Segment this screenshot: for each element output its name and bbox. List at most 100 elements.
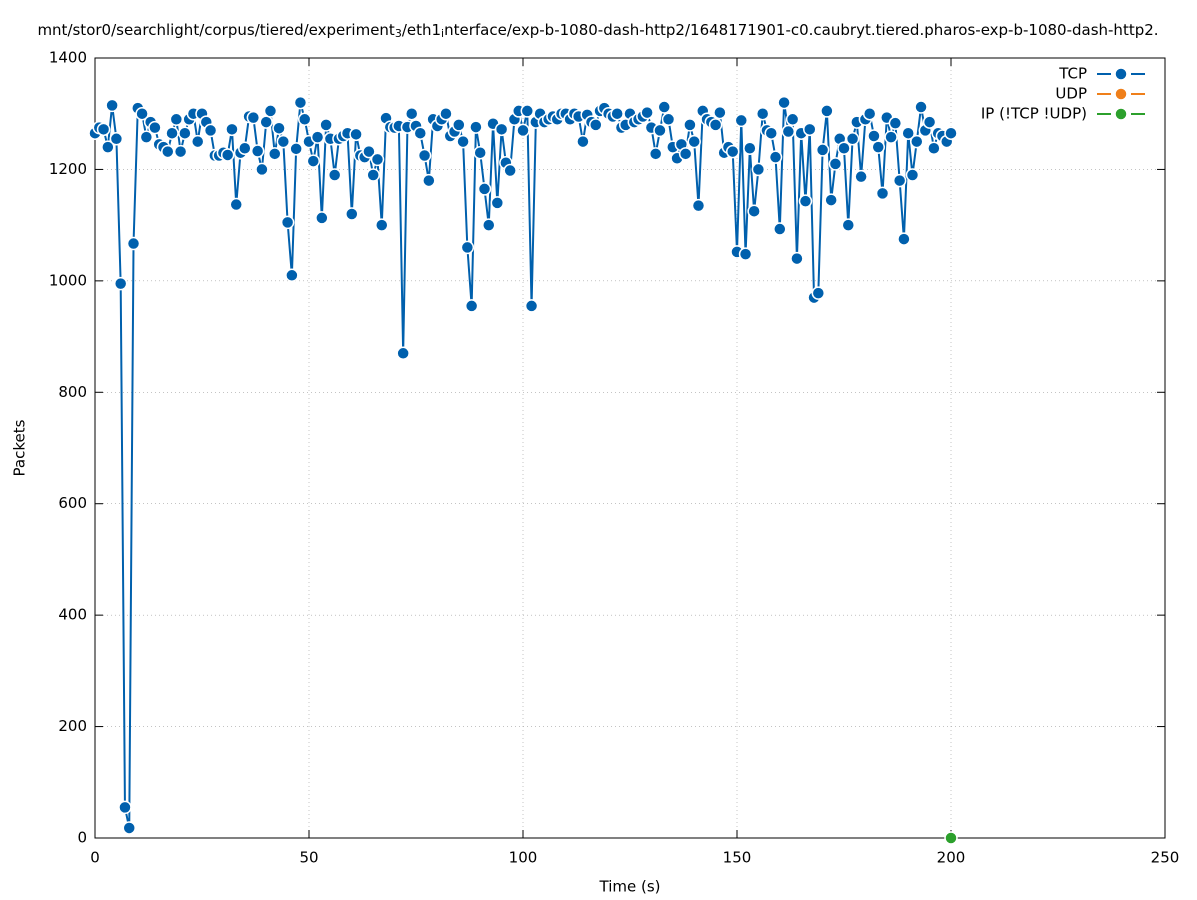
data-point: [165, 126, 179, 140]
data-point: [944, 831, 958, 845]
data-point: [289, 142, 303, 156]
data-point: [738, 247, 753, 261]
data-point: [439, 106, 453, 121]
data-point: [576, 134, 590, 149]
data-point: [837, 141, 851, 156]
data-point: [871, 140, 885, 154]
data-point: [815, 143, 830, 157]
data-point: [764, 126, 778, 140]
y-tick-label: 200: [58, 717, 87, 735]
data-point: [892, 173, 907, 188]
data-point: [109, 132, 124, 146]
data-point: [944, 126, 958, 140]
data-point: [824, 193, 838, 207]
data-point: [255, 162, 269, 177]
data-point: [272, 121, 286, 135]
data-point: [785, 112, 800, 127]
data-point: [610, 106, 624, 121]
data-point: [747, 204, 761, 218]
data-point: [648, 147, 663, 161]
legend-marker: [1114, 67, 1128, 81]
data-point: [820, 104, 834, 118]
data-point: [370, 152, 385, 167]
x-tick-label: 0: [90, 849, 100, 867]
data-point: [854, 169, 868, 184]
data-point: [927, 141, 941, 156]
data-point: [190, 134, 205, 149]
data-point: [101, 140, 115, 154]
data-point: [366, 168, 380, 182]
data-point: [490, 196, 505, 210]
data-point: [126, 236, 141, 251]
data-point: [327, 168, 342, 182]
data-point: [349, 127, 363, 142]
data-point: [293, 95, 308, 110]
data-point: [297, 112, 312, 127]
data-point: [683, 118, 697, 132]
y-tick-label: 1400: [49, 49, 87, 67]
data-point: [220, 148, 235, 162]
data-point: [161, 144, 175, 159]
data-point: [263, 104, 278, 118]
title-part: i: [441, 27, 444, 40]
data-point: [477, 182, 492, 196]
data-point: [276, 134, 291, 149]
data-point: [773, 222, 787, 236]
title-part: mnt/stor0/searchlight/corpus/tiered/expe…: [37, 21, 394, 39]
data-point: [96, 122, 111, 137]
data-point: [464, 299, 479, 313]
x-tick-label: 150: [723, 849, 752, 867]
data-point: [417, 148, 432, 163]
series-line: [94, 102, 952, 829]
data-point: [888, 116, 903, 130]
x-tick-label: 100: [509, 849, 538, 867]
data-point: [768, 150, 783, 164]
data-point: [105, 98, 119, 113]
y-tick-label: 1000: [49, 271, 87, 289]
data-point: [345, 207, 359, 221]
data-point: [375, 218, 389, 232]
x-tick-label: 200: [937, 849, 966, 867]
data-point: [777, 95, 791, 110]
data-point: [713, 105, 727, 120]
data-point: [657, 100, 671, 114]
data-point: [229, 197, 243, 212]
data-point: [148, 120, 162, 135]
data-point: [687, 134, 701, 149]
data-point: [640, 105, 654, 120]
data-point: [875, 186, 890, 201]
data-point: [910, 134, 924, 149]
data-point: [589, 118, 603, 132]
x-tick-label: 250: [1151, 849, 1180, 867]
data-point: [494, 122, 509, 137]
data-point: [280, 215, 295, 230]
data-point: [862, 106, 877, 121]
data-point: [469, 120, 483, 134]
x-tick-label: 50: [299, 849, 318, 867]
data-point: [285, 268, 299, 283]
data-point: [914, 100, 928, 114]
data-point: [238, 141, 252, 156]
data-point: [751, 162, 766, 177]
data-point: [867, 129, 881, 143]
data-point: [246, 110, 261, 125]
x-axis-label: Time (s): [599, 878, 661, 896]
data-point: [250, 144, 265, 158]
data-point: [790, 251, 804, 266]
data-point: [404, 106, 419, 121]
data-point: [178, 126, 192, 140]
title-part: 3: [395, 27, 402, 40]
data-point: [884, 130, 898, 144]
data-point: [901, 126, 915, 140]
legend-marker: [1114, 87, 1128, 101]
data-point: [781, 124, 796, 139]
y-tick-label: 800: [58, 383, 87, 401]
data-point: [135, 106, 149, 121]
data-point: [362, 144, 376, 159]
data-point: [413, 126, 428, 140]
data-point: [396, 346, 410, 361]
data-point: [524, 299, 539, 313]
data-point: [653, 123, 667, 138]
chart-title: mnt/stor0/searchlight/corpus/tiered/expe…: [37, 21, 1158, 41]
